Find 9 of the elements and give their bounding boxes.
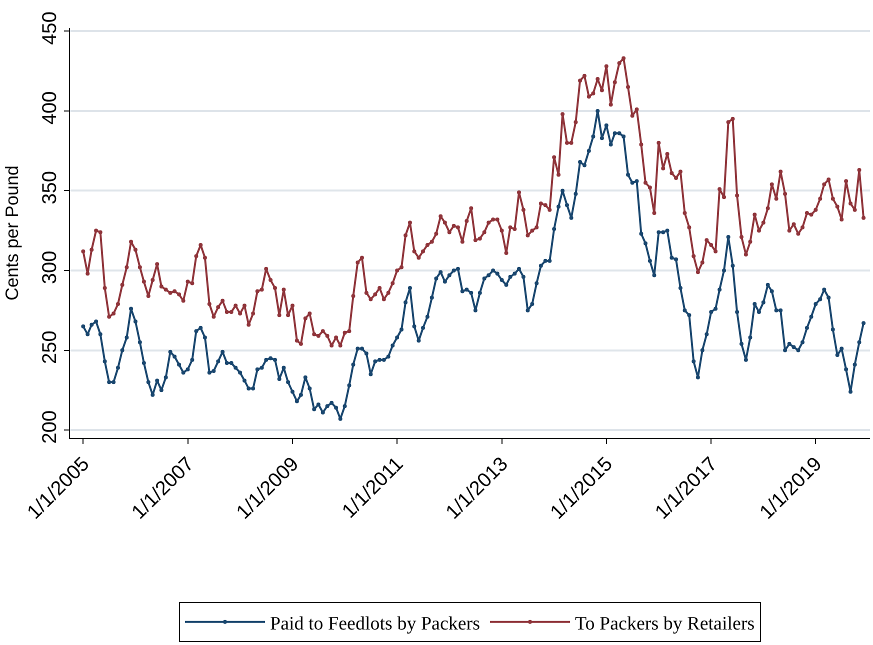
y-tick-label: 200 xyxy=(39,410,61,444)
y-tick-label: 300 xyxy=(39,250,61,284)
legend-label: Paid to Feedlots by Packers xyxy=(270,613,480,634)
legend-label: To Packers by Retailers xyxy=(575,613,755,634)
y-tick-label: 400 xyxy=(39,91,61,125)
y-tick-label: 450 xyxy=(39,12,61,45)
y-tick-label: 350 xyxy=(39,171,61,204)
y-axis-title: Cents per Pound xyxy=(2,165,22,301)
y-tick-label: 250 xyxy=(39,330,61,364)
